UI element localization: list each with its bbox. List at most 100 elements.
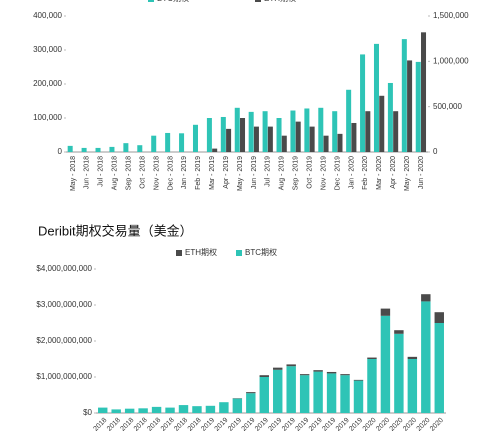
bar	[407, 60, 413, 152]
bar	[262, 111, 268, 152]
bar-segment	[98, 407, 108, 413]
bar	[240, 118, 246, 152]
bar-segment	[178, 405, 189, 413]
legend-swatch	[148, 0, 154, 2]
chart-title: Deribit期权交易量（美金）	[38, 223, 193, 238]
bar	[337, 133, 343, 152]
y-tick-label: $2,000,000,000	[36, 336, 92, 345]
x-tick-label: May - 2019	[237, 156, 244, 191]
x-tick-label: Dec - 2018	[167, 156, 174, 190]
y-tick-label: 200,000	[33, 79, 62, 88]
bar	[360, 54, 366, 152]
x-tick-label: Jan - 2020	[348, 156, 355, 189]
bar-segment	[340, 375, 350, 413]
legend-swatch	[236, 250, 242, 256]
bar-segment	[124, 408, 135, 413]
y-tick-label: 100,000	[33, 113, 62, 122]
x-tick-label: Oct - 2019	[306, 156, 313, 189]
bar	[220, 116, 226, 152]
bar	[192, 124, 198, 152]
bar	[137, 145, 143, 152]
bar-segment	[394, 330, 404, 334]
bar-segment	[138, 408, 148, 413]
bar	[234, 107, 240, 152]
x-tick-label: Jul - 2018	[98, 156, 105, 187]
bar	[226, 128, 232, 152]
bar	[415, 61, 421, 152]
bar	[346, 89, 352, 152]
bar	[276, 118, 282, 152]
bar-segment	[246, 392, 256, 394]
bar	[109, 146, 115, 152]
bar	[401, 39, 407, 153]
x-tick-label: Jun - 2019	[251, 156, 258, 189]
bar	[81, 147, 87, 152]
legend-label: ETH期权	[264, 0, 296, 3]
x-tick-label: Sep - 2018	[125, 156, 132, 190]
bar-segment	[340, 374, 350, 376]
x-tick-label: Mar - 2020	[376, 156, 383, 190]
bar-segment	[313, 370, 323, 372]
bar-segment	[326, 373, 337, 413]
x-tick-label: Dec - 2019	[334, 156, 341, 190]
bar	[393, 111, 399, 152]
y2-tick-label: 1,500,000	[433, 11, 469, 20]
bar-segment	[313, 371, 323, 413]
bar-segment	[353, 380, 364, 413]
bar-segment	[407, 356, 418, 359]
bar-segment	[380, 315, 391, 413]
bar-segment	[326, 371, 337, 374]
y2-tick-label: 0	[433, 147, 438, 156]
bar-segment	[165, 407, 175, 413]
y-tick-label: $3,000,000,000	[36, 300, 92, 309]
bar-segment	[219, 402, 229, 413]
bar	[351, 122, 357, 152]
bar	[67, 145, 73, 152]
bar	[253, 126, 259, 152]
bar-segment	[380, 308, 391, 316]
bar	[123, 143, 129, 152]
x-tick-label: Jan - 2019	[181, 156, 188, 189]
bar-segment	[421, 294, 431, 302]
bar-segment	[367, 359, 377, 413]
bar-segment	[232, 398, 243, 413]
x-tick-label: Feb - 2020	[362, 156, 369, 190]
bar-segment	[286, 366, 296, 413]
x-tick-label: Nov - 2019	[320, 156, 327, 190]
bar	[267, 126, 273, 152]
bar	[387, 82, 393, 152]
bar-segment	[407, 359, 418, 413]
x-tick-label: Aug - 2018	[112, 156, 119, 190]
y-tick-label: 300,000	[33, 45, 62, 54]
y-tick-label: 0	[58, 147, 63, 156]
bar	[281, 135, 287, 152]
bar	[179, 133, 185, 152]
bar-segment	[286, 364, 296, 367]
y2-tick-label: 1,000,000	[433, 56, 469, 65]
x-tick-label: Mar - 2019	[209, 156, 216, 190]
bar	[373, 43, 379, 152]
x-tick-label: Nov - 2018	[153, 156, 160, 190]
bar	[290, 110, 296, 152]
x-tick-label: Feb - 2019	[195, 156, 202, 190]
bar-segment	[434, 323, 444, 413]
bar-segment	[205, 405, 216, 413]
bar	[379, 95, 385, 152]
bar	[304, 108, 310, 152]
bar-segment	[273, 367, 283, 370]
bar-segment	[299, 375, 310, 413]
bar	[248, 111, 254, 152]
x-tick-label: Jun - 2020	[418, 156, 425, 189]
bar-segment	[259, 377, 269, 413]
x-tick-label: Apr - 2019	[223, 156, 230, 189]
x-tick-label: Oct - 2018	[139, 156, 146, 189]
y-tick-label: 400,000	[33, 11, 62, 20]
legend-label: BTC期权	[245, 247, 277, 257]
bar-segment	[353, 379, 364, 381]
x-tick-label: May - 2020	[404, 156, 411, 191]
bar-segment	[434, 312, 444, 323]
bar	[212, 148, 218, 152]
legend-label: ETH期权	[185, 247, 217, 257]
bar	[309, 126, 315, 152]
